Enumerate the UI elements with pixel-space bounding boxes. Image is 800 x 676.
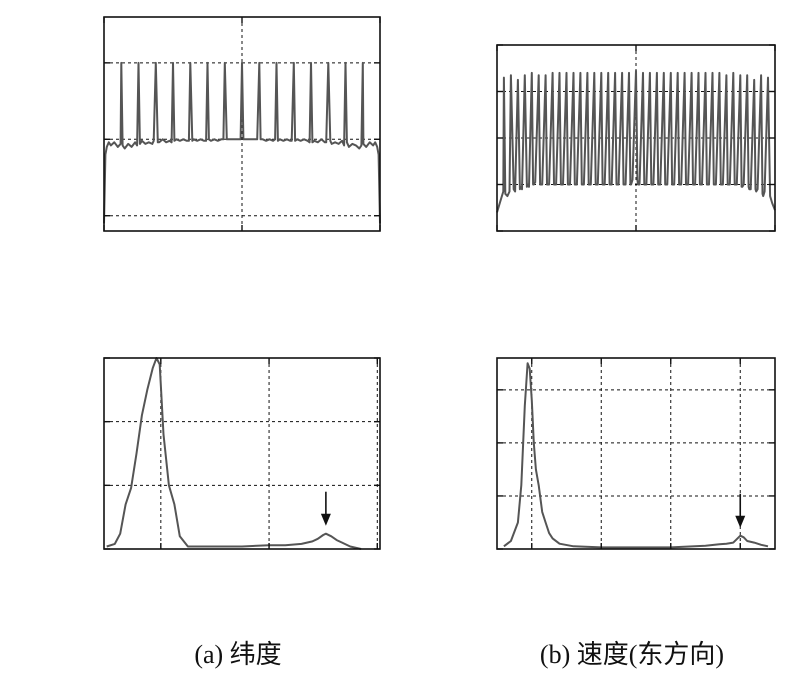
series-line [496, 69, 776, 213]
series-line [103, 61, 381, 224]
chart-b-top [496, 44, 776, 232]
series-line [106, 357, 362, 550]
plot-frame [103, 357, 381, 550]
annotation-arrowhead [320, 513, 331, 526]
caption-b: (b) 速度(东方向) [540, 640, 724, 669]
annotation-arrowhead [735, 515, 746, 528]
chart-a-bottom [103, 357, 381, 550]
chart-b-bottom [496, 357, 776, 550]
caption-a: (a) 纬度 [194, 640, 281, 669]
series-line [503, 362, 769, 549]
chart-a-top [103, 16, 381, 232]
plot-frame [496, 357, 776, 550]
